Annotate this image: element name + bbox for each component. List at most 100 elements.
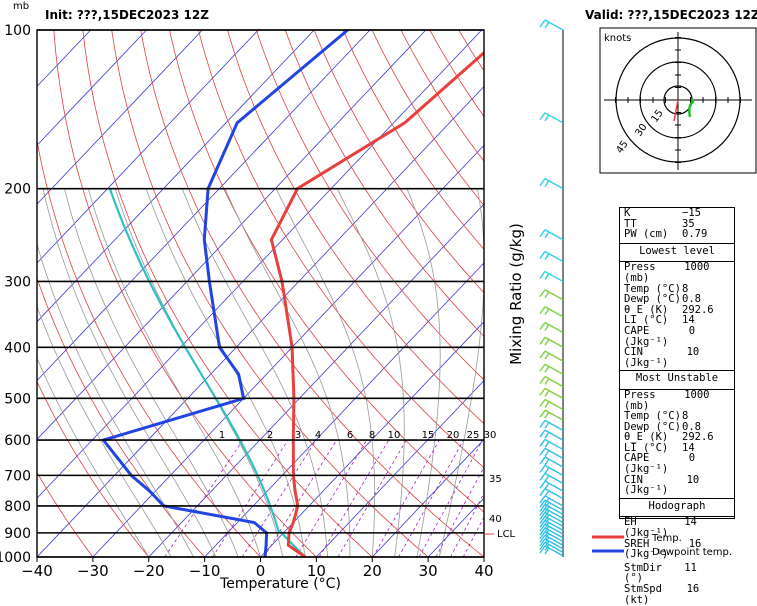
wind-barb bbox=[540, 323, 563, 333]
mixing-ratio-label: 15 bbox=[422, 430, 435, 441]
wind-barb bbox=[540, 377, 563, 387]
mixing-ratio-label: 10 bbox=[388, 430, 401, 441]
wind-barb bbox=[540, 410, 563, 420]
wind-barb bbox=[540, 337, 563, 347]
temperature-line bbox=[271, 30, 509, 557]
wind-barb bbox=[540, 364, 563, 374]
wind-barb bbox=[540, 271, 563, 281]
pressure-tick-label: 500 bbox=[4, 391, 31, 407]
pressure-tick-label: 700 bbox=[4, 468, 31, 484]
temperature-tick-label: −30 bbox=[77, 562, 109, 580]
isotherm bbox=[0, 30, 482, 557]
pressure-tick-label: 200 bbox=[4, 182, 31, 198]
unit-label: mb bbox=[13, 1, 29, 12]
wind-barb bbox=[540, 252, 563, 262]
index-row: CIN (Jkg⁻¹)10 bbox=[620, 475, 734, 496]
wind-barb bbox=[540, 400, 563, 410]
lowest-level-title: Lowest level bbox=[620, 244, 734, 259]
mixing-ratio-label: 25 bbox=[467, 430, 480, 441]
index-row: StmSpd (kt)16 bbox=[620, 584, 734, 605]
wind-barb bbox=[540, 448, 563, 458]
isotherm bbox=[149, 30, 650, 557]
mixing-ratio-line bbox=[436, 440, 499, 557]
mixing-ratio-line bbox=[399, 440, 464, 557]
mixing-ratio-label: 30 bbox=[484, 430, 497, 441]
valid-title: Valid: ???,15DEC2023 12Z bbox=[585, 8, 757, 22]
mixing-ratio-label: 2 bbox=[267, 430, 273, 441]
index-row: StmDir (°)11 bbox=[620, 563, 734, 584]
wind-barb bbox=[540, 113, 563, 123]
index-row: EH (Jkg⁻¹)14 bbox=[620, 517, 734, 538]
mixing-ratio-label: 6 bbox=[347, 430, 353, 441]
mixing-ratio-line bbox=[242, 440, 316, 557]
wind-barb bbox=[540, 179, 563, 189]
hodograph-title: Hodograph bbox=[620, 499, 734, 514]
pressure-tick-label: 800 bbox=[4, 499, 31, 515]
moist-adiabat bbox=[337, 189, 404, 557]
pressure-tick-label: 900 bbox=[4, 526, 31, 542]
index-row: CIN (Jkg⁻¹)10 bbox=[620, 347, 734, 368]
init-title: Init: ???,15DEC2023 12Z bbox=[45, 8, 209, 22]
most-unstable-title: Most Unstable bbox=[620, 371, 734, 386]
temperature-tick-label: 30 bbox=[419, 562, 438, 580]
pressure-tick-label: 300 bbox=[4, 274, 31, 290]
pressure-tick-label: 400 bbox=[4, 340, 31, 356]
hodograph-title: knots bbox=[604, 33, 631, 44]
index-pw: PW (cm)0.79 bbox=[620, 229, 734, 240]
wind-barb bbox=[540, 388, 563, 398]
pressure-tick-label: 600 bbox=[4, 433, 31, 449]
y-axis-label: Mixing Ratio (g/kg) bbox=[507, 223, 525, 365]
moist-adiabat bbox=[146, 189, 305, 557]
mixing-ratio-label: 20 bbox=[447, 430, 460, 441]
wind-barb bbox=[540, 290, 563, 300]
moist-adiabat bbox=[115, 189, 283, 557]
index-row: Press (mb)1000 bbox=[620, 390, 734, 411]
dewpoint-line bbox=[103, 30, 347, 557]
mixing-ratio-label: 4 bbox=[315, 430, 321, 441]
wind-barb bbox=[540, 439, 563, 449]
temperature-tick-label: 40 bbox=[474, 562, 493, 580]
temperature-tick-label: 20 bbox=[363, 562, 382, 580]
mixing-ratio-line bbox=[373, 440, 439, 557]
hodograph-ring-label: 15 bbox=[649, 108, 665, 125]
mixing-ratio-label: 35 bbox=[489, 474, 502, 485]
dry-adiabat bbox=[227, 30, 651, 557]
mixing-ratio-label: 40 bbox=[489, 514, 502, 525]
isotherm bbox=[0, 30, 258, 557]
moist-adiabat bbox=[43, 189, 216, 557]
wind-barb bbox=[540, 230, 563, 240]
index-row: CAPE (Jkg⁻¹)0 bbox=[620, 326, 734, 347]
mixing-ratio-label: 3 bbox=[295, 430, 301, 441]
index-k: K−15 bbox=[620, 208, 734, 219]
index-row: CAPE (Jkg⁻¹)0 bbox=[620, 453, 734, 474]
hodograph-trace bbox=[689, 99, 693, 117]
dry-adiabat bbox=[25, 30, 261, 557]
pressure-tick-label: 100 bbox=[4, 23, 31, 39]
hodograph-ring-label: 30 bbox=[633, 122, 649, 139]
isotherm bbox=[0, 30, 370, 557]
x-axis-label: Temperature (°C) bbox=[219, 576, 341, 591]
temperature-tick-label: −40 bbox=[21, 562, 53, 580]
wind-barb bbox=[540, 465, 563, 475]
hodograph-ring-label: 45 bbox=[614, 139, 630, 156]
wind-barb bbox=[540, 473, 563, 483]
plot-frame bbox=[37, 30, 484, 557]
mixing-ratio-line bbox=[338, 440, 406, 557]
index-row: SREH (Jkg⁻¹)16 bbox=[620, 539, 734, 560]
moist-adiabat bbox=[225, 189, 350, 557]
wind-barb bbox=[540, 420, 563, 430]
mixing-ratio-line bbox=[296, 440, 367, 557]
storm-motion-vector bbox=[674, 100, 678, 121]
wind-barb bbox=[540, 20, 563, 30]
dry-adiabat bbox=[54, 30, 317, 557]
lcl-label: LCL bbox=[497, 529, 516, 540]
wind-barb bbox=[540, 430, 563, 440]
mixing-ratio-label: 1 bbox=[219, 430, 225, 441]
index-row: Press (mb)1000 bbox=[620, 262, 734, 283]
temperature-tick-label: −10 bbox=[189, 562, 221, 580]
temperature-tick-label: −20 bbox=[133, 562, 165, 580]
